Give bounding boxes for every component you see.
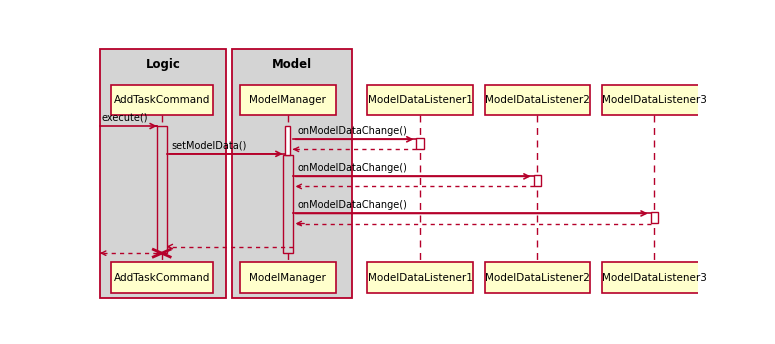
Text: AddTaskCommand: AddTaskCommand	[114, 273, 210, 283]
Text: ModelManager: ModelManager	[250, 273, 326, 283]
Bar	[111, 262, 213, 293]
Bar	[484, 262, 590, 293]
Text: ModelManager: ModelManager	[250, 95, 326, 105]
Text: onModelDataChange(): onModelDataChange()	[298, 200, 408, 210]
Text: setModelData(): setModelData()	[171, 140, 246, 150]
Text: ModelDataListener1: ModelDataListener1	[367, 273, 473, 283]
Text: onModelDataChange(): onModelDataChange()	[298, 126, 408, 136]
Text: execute(): execute()	[101, 112, 147, 122]
Text: AddTaskCommand: AddTaskCommand	[114, 95, 210, 105]
Bar	[111, 85, 213, 116]
Text: onModelDataChange(): onModelDataChange()	[298, 163, 408, 173]
Bar	[157, 126, 167, 253]
Bar	[533, 175, 541, 186]
Bar	[601, 262, 707, 293]
Bar	[283, 155, 293, 253]
Bar	[367, 262, 473, 293]
Bar	[239, 85, 336, 116]
Text: ModelDataListener3: ModelDataListener3	[602, 95, 707, 105]
Text: ModelDataListener1: ModelDataListener1	[367, 95, 473, 105]
Bar	[601, 85, 707, 116]
Text: Model: Model	[272, 58, 312, 72]
Bar	[285, 126, 291, 155]
Text: ModelDataListener3: ModelDataListener3	[602, 273, 707, 283]
Bar	[232, 49, 352, 298]
Bar	[100, 49, 226, 298]
Bar	[484, 85, 590, 116]
Text: Logic: Logic	[146, 58, 181, 72]
Bar	[416, 138, 424, 149]
Text: ModelDataListener2: ModelDataListener2	[484, 95, 590, 105]
Text: ModelDataListener2: ModelDataListener2	[484, 273, 590, 283]
Bar	[239, 262, 336, 293]
Bar	[367, 85, 473, 116]
Bar	[651, 212, 658, 223]
